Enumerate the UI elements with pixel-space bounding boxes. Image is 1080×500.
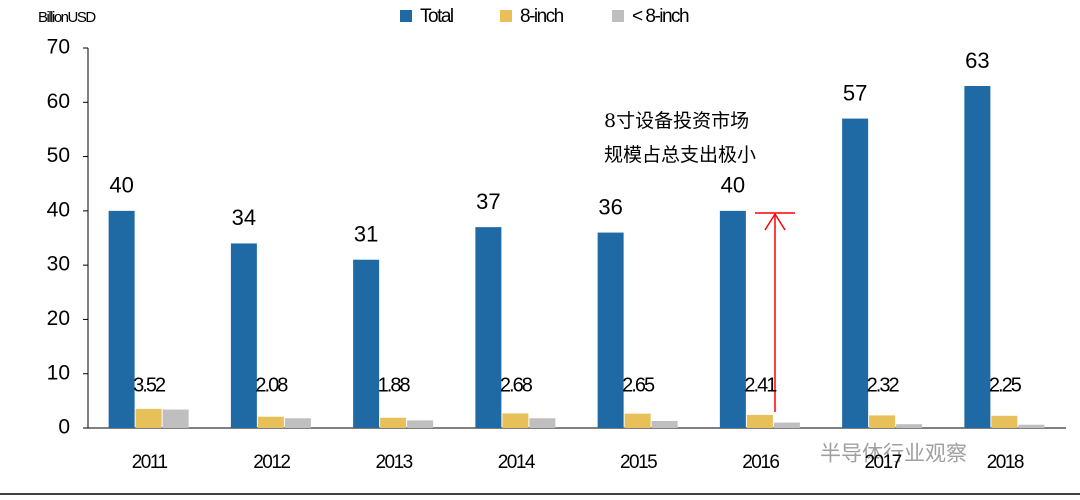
legend-swatch [400, 10, 412, 22]
bar [869, 415, 896, 428]
watermark: 半导体行业观察 [820, 443, 967, 466]
bar [719, 210, 746, 428]
x-tick-label: 2013 [375, 452, 412, 473]
value-label: 31 [354, 222, 378, 247]
bar [842, 118, 869, 429]
bar [529, 418, 556, 428]
bar [257, 416, 284, 428]
bar [1018, 424, 1045, 428]
bar [597, 232, 624, 428]
y-tick-label: 10 [47, 361, 70, 384]
bar [746, 414, 773, 428]
value-label: 2.25 [989, 374, 1022, 396]
y-tick-label: 30 [47, 253, 70, 276]
bar [651, 420, 678, 428]
legend-swatch [500, 10, 512, 22]
value-label: 2.08 [255, 374, 288, 396]
bar [964, 86, 991, 428]
x-tick-label: 2011 [132, 452, 168, 473]
value-label: 63 [965, 48, 989, 73]
y-tick-label: 40 [47, 198, 70, 221]
bar [624, 413, 651, 428]
legend-label: 8-inch [520, 6, 564, 27]
value-label: 40 [109, 173, 133, 198]
annotation-arrow [755, 212, 795, 412]
bar [108, 210, 135, 428]
legend-label: < 8-inch [632, 6, 689, 27]
value-label: 3.52 [133, 374, 166, 396]
x-tick-label: 2018 [987, 452, 1024, 473]
y-tick-label: 60 [47, 90, 70, 113]
y-tick-label: 50 [47, 144, 70, 167]
value-label: 2.68 [500, 374, 533, 396]
value-label: 37 [476, 189, 500, 214]
y-tick-label: 0 [58, 416, 70, 439]
value-label: 57 [843, 80, 867, 105]
bar [380, 417, 407, 428]
x-tick-label: 2015 [620, 452, 657, 473]
bar [353, 259, 380, 428]
bar [773, 422, 800, 428]
value-label: 2.41 [744, 374, 777, 396]
value-label: 34 [232, 205, 256, 230]
bar [896, 424, 923, 428]
legend-label: Total [420, 6, 453, 27]
bar [284, 418, 311, 428]
bar [475, 227, 502, 428]
value-label: 2.32 [867, 374, 900, 396]
bar [991, 415, 1018, 428]
annotation: 8寸设备投资市场 [604, 110, 749, 132]
arrow-head [764, 212, 786, 231]
y-axis-label: BillionUSD [38, 9, 96, 26]
legend-swatch [612, 10, 624, 22]
bar [502, 413, 529, 428]
value-label: 36 [598, 194, 622, 219]
y-tick-label: 20 [47, 307, 70, 330]
annotation: 规模占总支出极小 [604, 144, 756, 166]
bar [230, 243, 257, 428]
y-tick-label: 70 [47, 36, 70, 59]
bar [135, 408, 162, 428]
bar [407, 420, 434, 428]
x-tick-label: 2016 [742, 452, 779, 473]
bar [162, 409, 189, 428]
x-tick-label: 2012 [253, 452, 290, 473]
value-label: 1.88 [378, 374, 411, 396]
value-label: 40 [721, 173, 745, 198]
x-tick-label: 2014 [498, 452, 536, 473]
value-label: 2.65 [622, 374, 655, 396]
x-tick-label: 2017 [864, 452, 901, 473]
